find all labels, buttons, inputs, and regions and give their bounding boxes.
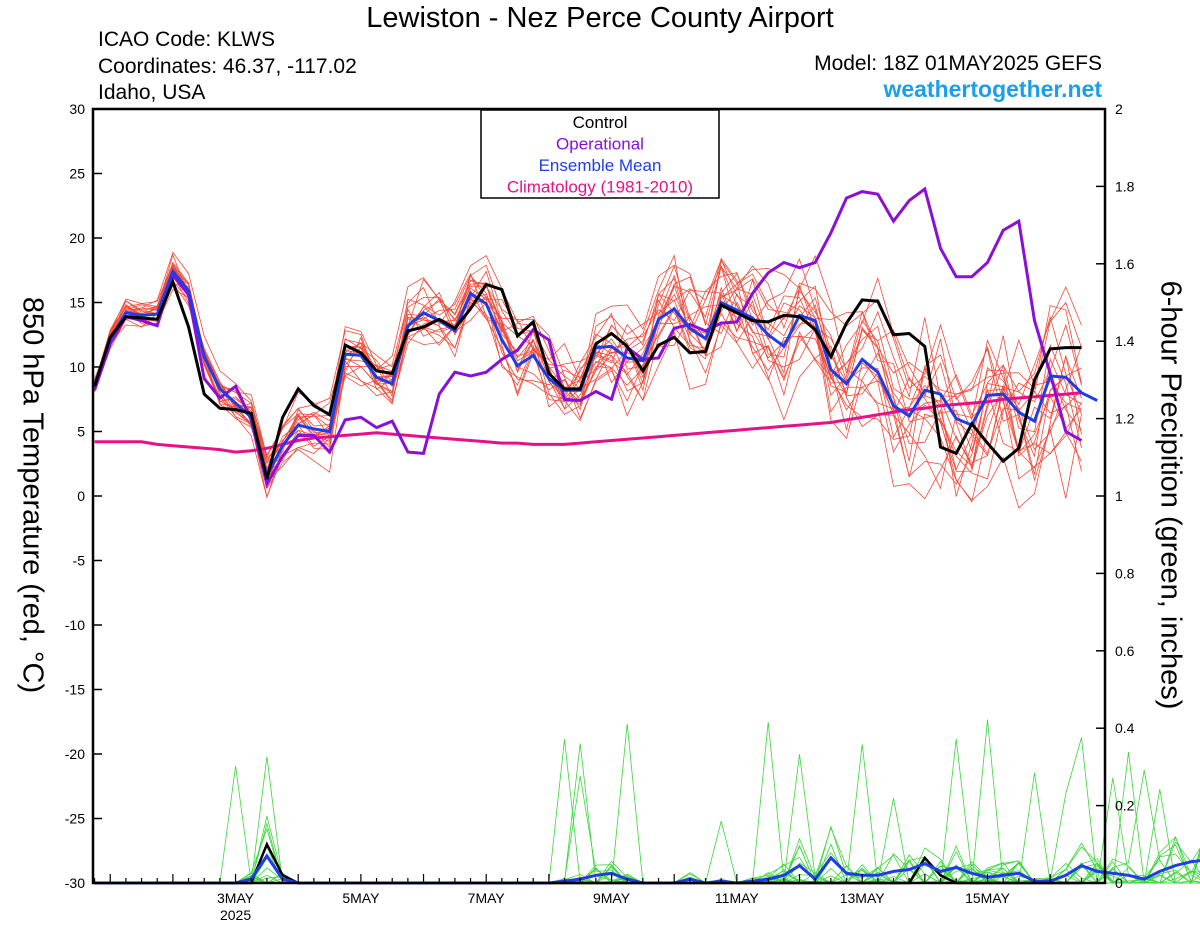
temp-member-line — [94, 251, 1082, 464]
axes: 302520151050-5-10-15-20-25-3021.81.61.41… — [65, 101, 1135, 923]
y-left-tick-label: 15 — [69, 295, 85, 311]
temp-member-line — [94, 277, 1082, 499]
page-title: Lewiston - Nez Perce County Airport — [366, 2, 834, 34]
y-right-tick-label: 0.2 — [1115, 798, 1135, 814]
y-right-tick-label: 1.8 — [1115, 178, 1135, 194]
coordinates: Coordinates: 46.37, -117.02 — [98, 55, 357, 78]
legend-entry: Ensemble Mean — [539, 156, 662, 175]
y-right-tick-label: 1 — [1115, 488, 1123, 504]
y-left-tick-label: -15 — [65, 682, 85, 698]
main-series — [93, 186, 1200, 885]
legend-entry: Operational — [556, 135, 644, 154]
y-right-tick-label: 1.2 — [1115, 411, 1135, 427]
y-left-tick-label: -25 — [65, 811, 85, 827]
legend-entry: Control — [573, 113, 628, 132]
y-left-tick-label: 5 — [77, 424, 85, 440]
legend-box — [480, 109, 720, 199]
y-left-tick-label: -5 — [73, 553, 86, 569]
region: Idaho, USA — [98, 81, 206, 104]
y-right-tick-label: 1.4 — [1115, 333, 1135, 349]
legend-entry: Climatology (1981-2010) — [507, 178, 693, 197]
operational-line — [93, 186, 1083, 489]
y-left-tick-label: -10 — [65, 617, 85, 633]
y-right-tick-label: 2 — [1115, 101, 1123, 117]
x-tick-label: 5MAY — [342, 890, 380, 906]
temp-member-line — [94, 267, 1082, 482]
x-tick-sublabel: 2025 — [220, 907, 251, 923]
control-line — [93, 277, 1082, 480]
y-left-tick-label: 20 — [69, 230, 85, 246]
y-right-tick-label: 0.4 — [1115, 720, 1135, 736]
temp-member-line — [94, 254, 1082, 499]
x-tick-label: 15MAY — [965, 890, 1011, 906]
temp-member-line — [94, 273, 1082, 475]
x-tick-label: 9MAY — [593, 890, 631, 906]
y-right-tick-label: 0.6 — [1115, 643, 1135, 659]
site-link[interactable]: weathertogether.net — [883, 76, 1102, 102]
x-tick-label: 3MAY — [217, 890, 255, 906]
y-right-tick-label: 1.6 — [1115, 256, 1135, 272]
y-left-tick-label: 30 — [69, 101, 85, 117]
temp-member-line — [94, 255, 1082, 500]
precip-member-line — [94, 844, 1200, 884]
y-left-tick-label: 10 — [69, 359, 85, 375]
y-left-tick-label: 25 — [69, 166, 85, 182]
x-tick-label: 11MAY — [715, 890, 759, 906]
legend: Control Operational Ensemble Mean Climatolo… — [480, 109, 720, 199]
x-tick-label: 13MAY — [840, 890, 886, 906]
y-right-tick-label: 0 — [1115, 875, 1123, 891]
model-run: Model: 18Z 01MAY2025 GEFS — [814, 52, 1102, 75]
y-right-tick-label: 0.8 — [1115, 565, 1135, 581]
precip-member-line — [94, 816, 1200, 884]
y-left-tick-label: -30 — [65, 875, 85, 891]
icao-code: ICAO Code: KLWS — [98, 28, 276, 51]
y-left-tick-label: -20 — [65, 746, 85, 762]
x-tick-label: 7MAY — [468, 890, 506, 906]
y-left-tick-label: 0 — [77, 488, 85, 504]
